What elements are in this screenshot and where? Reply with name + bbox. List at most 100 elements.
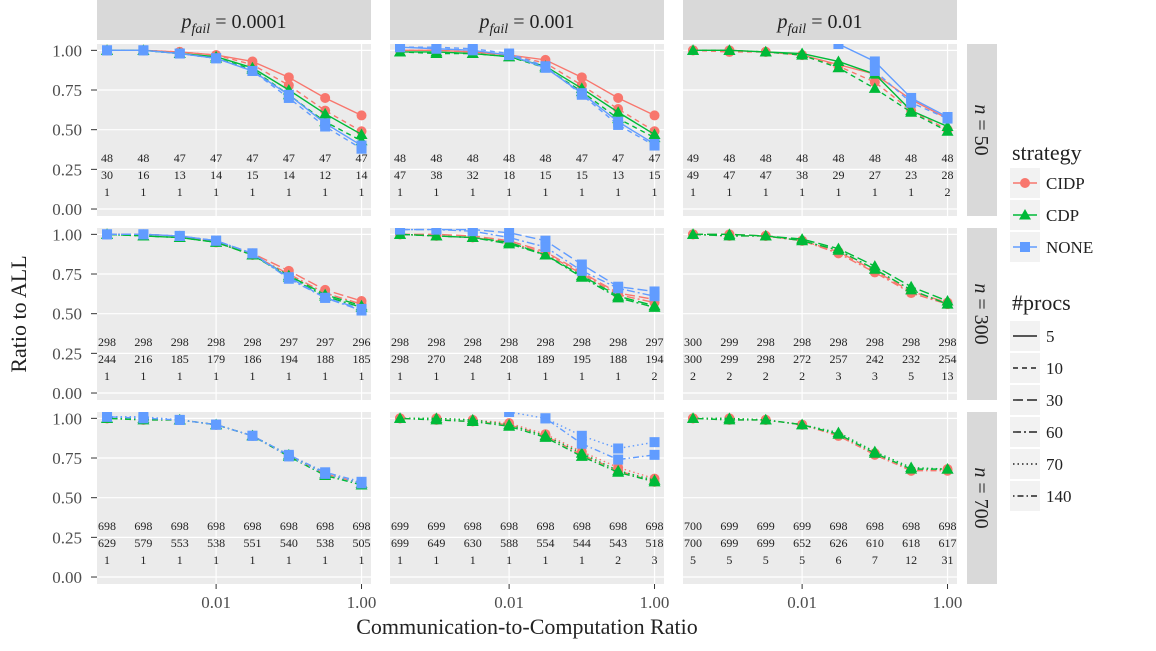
point <box>648 301 661 312</box>
legend-title: #procs <box>1012 290 1071 315</box>
count-label: 551 <box>243 536 261 550</box>
point <box>869 77 880 88</box>
count-label: 518 <box>646 536 664 550</box>
count-label: 38 <box>430 168 442 182</box>
point <box>575 450 588 461</box>
point <box>319 107 332 119</box>
line <box>107 49 362 132</box>
strip-text: = 0.01 <box>811 11 862 33</box>
count-label: 23 <box>905 168 917 182</box>
count-label: 1 <box>470 369 476 383</box>
count-label: 47 <box>174 151 186 165</box>
count-label: 179 <box>207 352 225 366</box>
strip <box>97 0 371 40</box>
line <box>692 49 948 131</box>
point <box>832 244 845 255</box>
y-tick-label: 0.50 <box>52 305 82 324</box>
count-label: 5 <box>726 553 732 567</box>
count-label: 47 <box>394 168 406 182</box>
count-label: 185 <box>353 352 371 366</box>
point <box>649 437 660 448</box>
line <box>399 46 655 145</box>
point <box>941 463 954 474</box>
point <box>575 271 588 282</box>
point <box>356 143 367 154</box>
y-tick-label: 1.00 <box>52 409 82 428</box>
strip-text: = 700 <box>970 482 992 528</box>
count-label: 1 <box>908 185 914 199</box>
panel: 48 48 47 47 47 47 47 47 30 16 13 14 15 14 12 14 1 1 1 1 1 1 1 1 <box>97 44 371 216</box>
count-label: 1 <box>506 553 512 567</box>
point <box>648 475 661 487</box>
line <box>692 233 948 305</box>
series-group <box>101 44 368 154</box>
count-label: 1 <box>359 369 365 383</box>
count-label: 298 <box>464 335 482 349</box>
count-label: 617 <box>939 536 957 550</box>
count-label: 698 <box>98 519 116 533</box>
line <box>399 51 655 139</box>
point <box>320 467 331 478</box>
count-label: 48 <box>430 151 442 165</box>
strip-symbol: n <box>970 467 992 477</box>
strip-text: = 0.001 <box>513 11 574 33</box>
line <box>106 416 362 483</box>
count-label: 1 <box>104 553 110 567</box>
strip-symbol: n <box>970 283 992 293</box>
count-label: 298 <box>757 335 775 349</box>
count-label: 1 <box>177 553 183 567</box>
point <box>283 449 294 460</box>
count-label: 38 <box>796 168 808 182</box>
point <box>504 232 515 243</box>
point <box>832 428 845 439</box>
count-label: 2 <box>615 553 621 567</box>
panel: 700 699 699 699 698 698 698 698 700 699 699 652 626 6… <box>683 412 957 584</box>
line <box>693 49 948 128</box>
count-label: 1 <box>763 185 769 199</box>
count-label: 1 <box>470 553 476 567</box>
point <box>430 229 443 241</box>
legend-label: 140 <box>1046 487 1072 506</box>
count-label: 13 <box>942 369 954 383</box>
line <box>838 44 948 118</box>
count-label: 30 <box>101 168 113 182</box>
point <box>540 235 551 246</box>
count-label: 32 <box>467 168 479 182</box>
count-label: 48 <box>137 151 149 165</box>
count-label: 298 <box>243 335 261 349</box>
count-label: 1 <box>652 185 658 199</box>
point <box>868 263 881 274</box>
count-label: 698 <box>353 519 371 533</box>
point <box>174 414 185 425</box>
point <box>687 412 700 423</box>
point <box>467 228 478 237</box>
count-label: 698 <box>134 519 152 533</box>
count-label: 1 <box>359 553 365 567</box>
line <box>107 49 362 150</box>
line <box>692 417 948 470</box>
count-label: 48 <box>760 151 772 165</box>
point <box>612 291 625 303</box>
line <box>693 49 948 132</box>
count-label: 15 <box>649 168 661 182</box>
count-label: 698 <box>573 519 591 533</box>
count-label: 1 <box>177 369 183 383</box>
point <box>174 230 185 241</box>
count-label: 699 <box>391 536 409 550</box>
count-label: 698 <box>316 519 334 533</box>
count-label: 47 <box>246 151 258 165</box>
count-label: 48 <box>796 151 808 165</box>
count-label: 298 <box>609 335 627 349</box>
count-label: 47 <box>283 151 295 165</box>
count-label: 1 <box>140 185 146 199</box>
point <box>576 259 587 270</box>
point <box>759 229 772 241</box>
count-label: 2 <box>726 369 732 383</box>
count-label: 48 <box>467 151 479 165</box>
count-label: 543 <box>609 536 627 550</box>
point <box>247 248 258 259</box>
count-label: 298 <box>573 335 591 349</box>
point <box>356 110 367 121</box>
count-label: 28 <box>942 168 954 182</box>
count-label: 232 <box>902 352 920 366</box>
